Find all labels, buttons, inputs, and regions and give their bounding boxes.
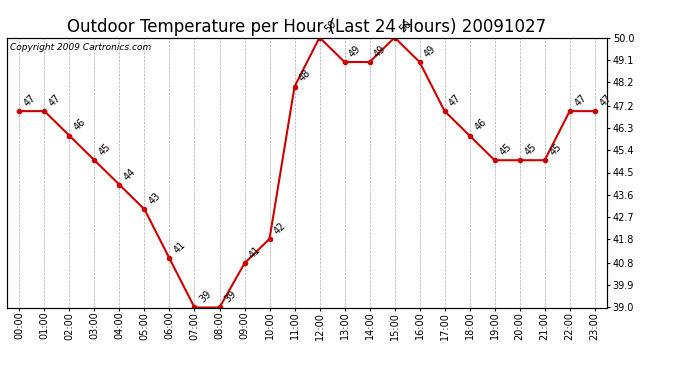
Text: 46: 46 [72,117,88,133]
Text: 47: 47 [598,93,613,108]
Text: 43: 43 [147,191,163,207]
Text: 44: 44 [122,166,138,182]
Text: 50: 50 [397,19,413,35]
Title: Outdoor Temperature per Hour (Last 24 Hours) 20091027: Outdoor Temperature per Hour (Last 24 Ho… [68,18,546,36]
Text: 48: 48 [297,68,313,84]
Text: 42: 42 [273,220,288,236]
Text: 49: 49 [422,44,438,59]
Text: 50: 50 [322,19,338,35]
Text: 47: 47 [47,93,63,108]
Text: Copyright 2009 Cartronics.com: Copyright 2009 Cartronics.com [10,43,151,52]
Text: 41: 41 [247,245,263,261]
Text: 39: 39 [222,289,238,305]
Text: 45: 45 [522,142,538,158]
Text: 45: 45 [497,142,513,158]
Text: 45: 45 [97,142,113,158]
Text: 46: 46 [473,117,488,133]
Text: 45: 45 [547,142,563,158]
Text: 47: 47 [22,93,38,108]
Text: 47: 47 [447,93,463,108]
Text: 47: 47 [573,93,589,108]
Text: 49: 49 [373,44,388,59]
Text: 39: 39 [197,289,213,305]
Text: 41: 41 [172,240,188,256]
Text: 49: 49 [347,44,363,59]
